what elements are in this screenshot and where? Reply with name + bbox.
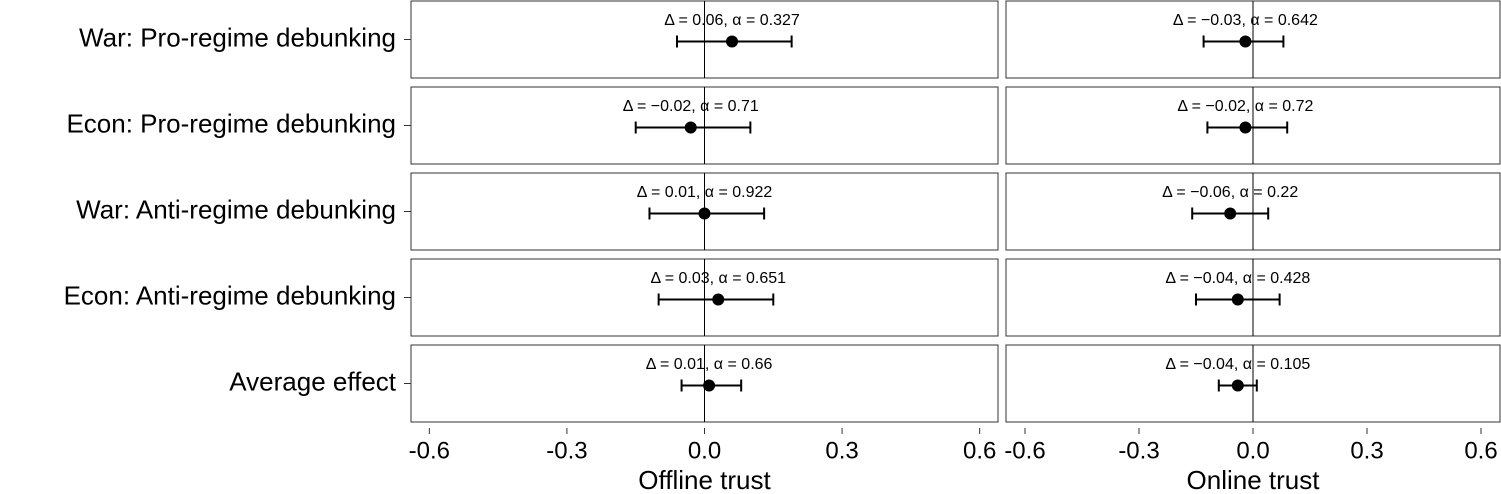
point-estimate bbox=[1231, 379, 1244, 392]
point-estimate bbox=[1239, 35, 1252, 48]
x-tick-label: 0.0 bbox=[1236, 437, 1269, 464]
x-tick-label: 0.3 bbox=[1350, 437, 1383, 464]
point-estimate bbox=[698, 207, 711, 220]
x-tick-label: -0.6 bbox=[409, 437, 450, 464]
category-label: War: Pro-regime debunking bbox=[79, 22, 396, 52]
x-axis-title: Online trust bbox=[1187, 465, 1321, 494]
x-axis-title: Offline trust bbox=[638, 465, 771, 494]
point-estimate bbox=[1239, 121, 1252, 134]
category-label: Average effect bbox=[229, 366, 396, 396]
annotation: Δ = −0.04, α = 0.428 bbox=[1165, 270, 1310, 287]
annotation: Δ = −0.02, α = 0.71 bbox=[623, 98, 759, 115]
x-tick-label: -0.3 bbox=[1118, 437, 1159, 464]
annotation: Δ = 0.06, α = 0.327 bbox=[664, 12, 800, 29]
x-tick-label: -0.6 bbox=[1004, 437, 1045, 464]
x-tick-label: -0.3 bbox=[546, 437, 587, 464]
point-estimate bbox=[1231, 293, 1244, 306]
point-estimate bbox=[726, 35, 739, 48]
point-estimate bbox=[684, 121, 697, 134]
annotation: Δ = −0.03, α = 0.642 bbox=[1173, 12, 1318, 29]
point-estimate bbox=[712, 293, 725, 306]
x-tick-label: 0.6 bbox=[1464, 437, 1497, 464]
annotation: Δ = −0.04, α = 0.105 bbox=[1165, 356, 1310, 373]
x-tick-label: 0.3 bbox=[825, 437, 858, 464]
x-tick-label: 0.0 bbox=[688, 437, 721, 464]
category-label: War: Anti-regime debunking bbox=[76, 194, 396, 224]
annotation: Δ = 0.01, α = 0.66 bbox=[646, 356, 773, 373]
category-label: Econ: Pro-regime debunking bbox=[66, 108, 396, 138]
x-tick-label: 0.6 bbox=[963, 437, 996, 464]
annotation: Δ = 0.01, α = 0.922 bbox=[637, 184, 773, 201]
annotation: Δ = −0.02, α = 0.72 bbox=[1177, 98, 1313, 115]
category-label: Econ: Anti-regime debunking bbox=[64, 280, 396, 310]
point-estimate bbox=[703, 379, 716, 392]
point-estimate bbox=[1224, 207, 1237, 220]
annotation: Δ = −0.06, α = 0.22 bbox=[1162, 184, 1298, 201]
annotation: Δ = 0.03, α = 0.651 bbox=[650, 270, 786, 287]
